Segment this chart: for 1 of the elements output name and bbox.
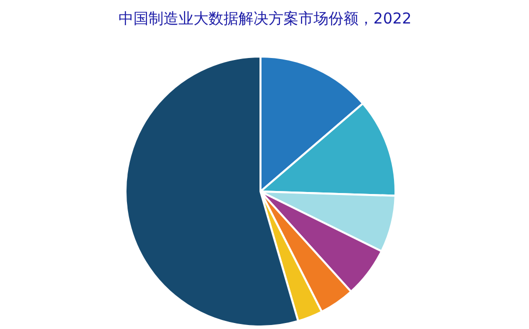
chart-title: 中国制造业大数据解决方案市场份额，2022 <box>118 10 412 28</box>
